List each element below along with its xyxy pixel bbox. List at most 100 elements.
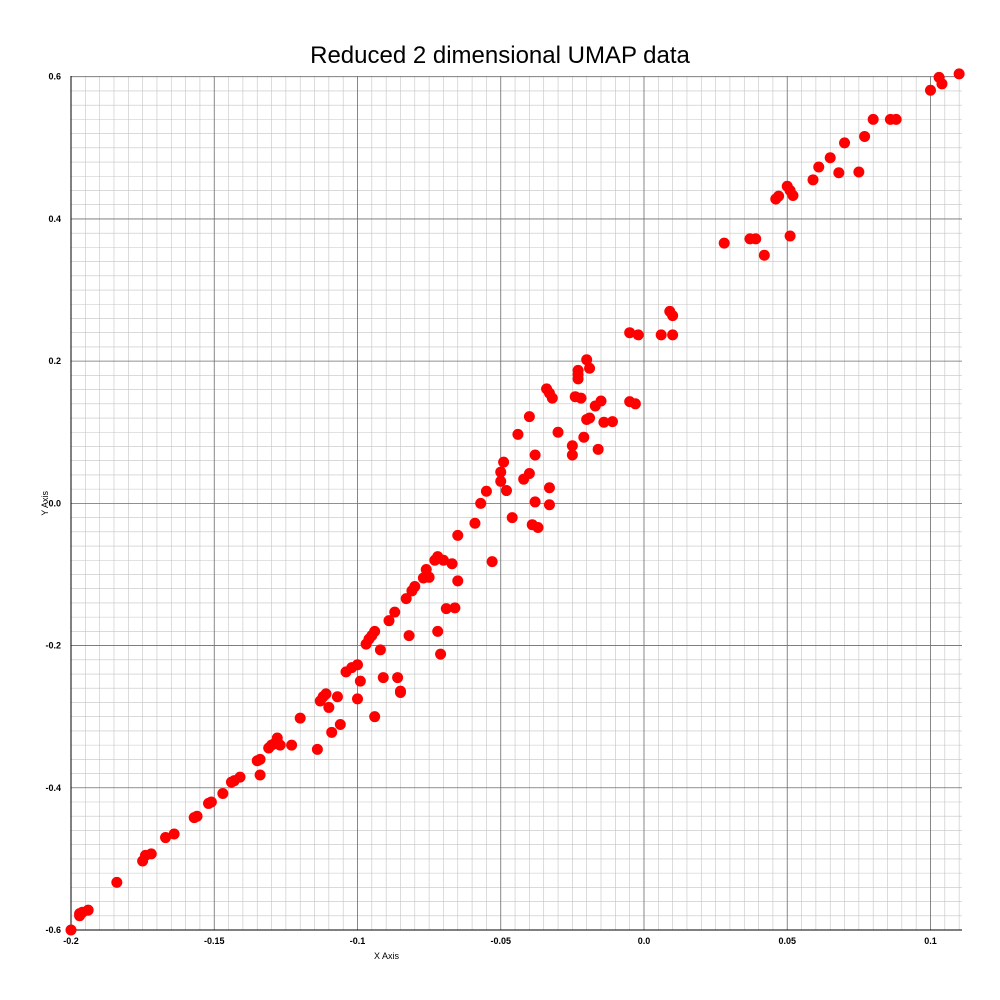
data-point bbox=[890, 113, 902, 125]
data-point bbox=[655, 329, 667, 341]
y-tick-label: 0.0 bbox=[48, 498, 61, 508]
data-point bbox=[813, 161, 825, 173]
data-point bbox=[446, 558, 458, 570]
data-point bbox=[440, 603, 452, 615]
data-point bbox=[65, 924, 77, 936]
data-point bbox=[326, 726, 338, 738]
data-point bbox=[953, 68, 965, 80]
data-point bbox=[331, 691, 343, 703]
data-point bbox=[145, 848, 157, 860]
data-point bbox=[409, 581, 421, 593]
data-point bbox=[523, 411, 535, 423]
data-point bbox=[750, 233, 762, 245]
x-tick-label: 0.05 bbox=[778, 936, 796, 946]
data-point bbox=[205, 796, 217, 808]
data-point bbox=[529, 496, 541, 508]
y-tick-label: -0.6 bbox=[45, 925, 61, 935]
data-point bbox=[624, 327, 636, 339]
data-point bbox=[394, 687, 406, 699]
data-point bbox=[572, 364, 584, 376]
data-point bbox=[168, 828, 180, 840]
y-tick-label: 0.6 bbox=[48, 72, 61, 82]
data-point bbox=[543, 482, 555, 494]
data-point bbox=[400, 593, 412, 605]
data-point bbox=[320, 688, 332, 700]
data-point bbox=[160, 832, 172, 844]
data-point bbox=[486, 556, 498, 568]
data-point bbox=[578, 431, 590, 443]
data-point bbox=[452, 529, 464, 541]
data-point bbox=[592, 443, 604, 455]
tick-labels: -0.2 -0.15 -0.1 -0.05 0.0 0.05 0.1 -0.6 -0.4 -0.2… bbox=[45, 72, 936, 946]
data-point bbox=[475, 497, 487, 509]
x-axis-label: X Axis bbox=[374, 951, 400, 961]
data-point bbox=[437, 554, 449, 566]
x-tick-label: -0.2 bbox=[63, 936, 79, 946]
data-point bbox=[833, 167, 845, 179]
data-point bbox=[392, 672, 404, 684]
data-point bbox=[859, 130, 871, 142]
data-point bbox=[191, 810, 203, 822]
data-point bbox=[546, 392, 558, 404]
data-point bbox=[532, 522, 544, 534]
data-point bbox=[311, 743, 323, 755]
data-point bbox=[566, 449, 578, 461]
data-point bbox=[323, 701, 335, 713]
y-axis-label: Y Axis bbox=[40, 490, 50, 515]
data-point bbox=[512, 428, 524, 440]
data-point bbox=[606, 416, 618, 428]
data-point bbox=[667, 329, 679, 341]
data-point bbox=[632, 329, 644, 341]
data-point bbox=[523, 467, 535, 479]
data-point bbox=[452, 575, 464, 587]
data-point bbox=[334, 718, 346, 730]
x-tick-label: 0.0 bbox=[638, 936, 651, 946]
data-point bbox=[758, 249, 770, 261]
data-point bbox=[423, 571, 435, 583]
data-point bbox=[552, 426, 564, 438]
data-point bbox=[111, 876, 123, 888]
data-point bbox=[374, 644, 386, 656]
data-point bbox=[500, 485, 512, 497]
data-point bbox=[403, 630, 415, 642]
data-point bbox=[351, 693, 363, 705]
data-point bbox=[82, 904, 94, 916]
data-point bbox=[853, 166, 865, 178]
data-point bbox=[824, 152, 836, 164]
data-point bbox=[351, 659, 363, 671]
data-point bbox=[377, 672, 389, 684]
data-point bbox=[581, 354, 593, 366]
y-tick-label: -0.2 bbox=[45, 641, 61, 651]
data-point bbox=[575, 392, 587, 404]
data-point bbox=[584, 412, 596, 424]
x-tick-label: -0.15 bbox=[204, 936, 225, 946]
data-point bbox=[498, 456, 510, 468]
x-tick-label: -0.1 bbox=[350, 936, 366, 946]
data-point bbox=[495, 466, 507, 478]
grid-major bbox=[70, 76, 962, 931]
data-point bbox=[234, 771, 246, 783]
y-tick-label: -0.4 bbox=[45, 783, 61, 793]
data-point bbox=[217, 787, 229, 799]
data-point bbox=[936, 78, 948, 90]
data-point bbox=[566, 440, 578, 452]
axes bbox=[70, 76, 962, 931]
data-point bbox=[598, 416, 610, 428]
chart-title: Reduced 2 dimensional UMAP data bbox=[310, 42, 690, 69]
data-point bbox=[435, 648, 447, 660]
data-point bbox=[839, 137, 851, 149]
data-point bbox=[369, 711, 381, 723]
data-point bbox=[529, 449, 541, 461]
x-tick-label: -0.05 bbox=[490, 936, 511, 946]
data-point bbox=[274, 739, 286, 751]
y-tick-label: 0.2 bbox=[48, 356, 61, 366]
data-point bbox=[784, 230, 796, 242]
data-point bbox=[807, 174, 819, 186]
data-point bbox=[629, 398, 641, 410]
data-point bbox=[595, 395, 607, 407]
data-point bbox=[469, 517, 481, 529]
data-point bbox=[667, 310, 679, 322]
data-point bbox=[506, 512, 518, 524]
data-point bbox=[924, 84, 936, 96]
